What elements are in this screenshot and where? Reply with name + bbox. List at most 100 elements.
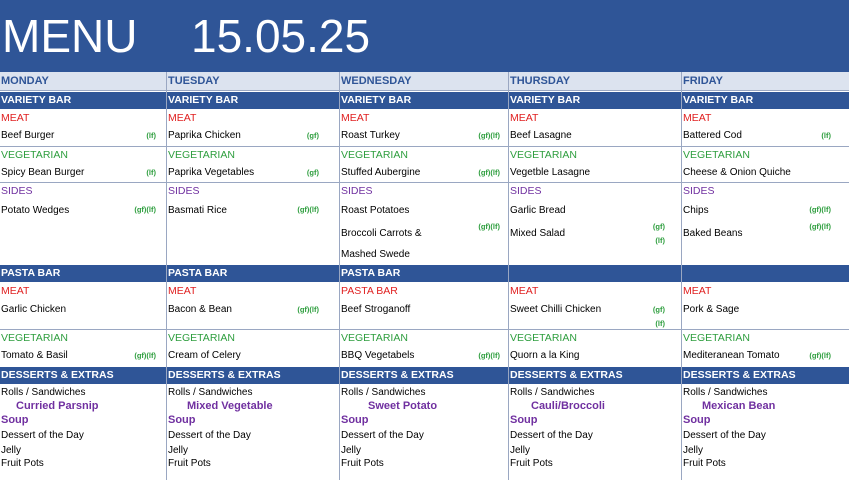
dessert-item: Dessert of the Day — [683, 430, 766, 441]
pasta-meat-item: Sweet Chilli Chicken — [510, 304, 602, 315]
dessert-item: Dessert of the Day — [341, 430, 424, 441]
sides-label: SIDES — [683, 185, 715, 197]
meat-label: MEAT — [683, 112, 712, 124]
divider — [0, 182, 166, 183]
pasta-bar-header: PASTA BAR — [340, 265, 508, 282]
side-item-1-dietary-tag: (gf)(lf) — [809, 205, 831, 214]
pasta-meat-item: Bacon & Bean — [168, 304, 232, 315]
soup-label: Soup — [1, 414, 29, 426]
variety-bar-header: VARIETY BAR — [509, 92, 681, 109]
meat-item: Battered Cod — [683, 130, 742, 141]
fruit-item: Fruit Pots — [683, 458, 726, 469]
desserts-header: DESSERTS & EXTRAS — [167, 367, 339, 384]
pasta-vegetarian-dietary-tag: (gf)(lf) — [134, 351, 156, 360]
dessert-item: Dessert of the Day — [510, 430, 593, 441]
pasta-vegetarian-label: VEGETARIAN — [341, 332, 408, 344]
pasta-meat-label: PASTA BAR — [341, 285, 398, 297]
divider — [509, 146, 681, 147]
menu-grid: MONDAY VARIETY BAR MEAT Beef Burger (lf) VEGE… — [0, 72, 849, 480]
side-item-3: Mashed Swede — [341, 249, 410, 260]
divider — [0, 329, 166, 330]
pasta-vegetarian-item: BBQ Vegetabels — [341, 350, 415, 361]
rolls-item: Rolls / Sandwiches — [683, 387, 768, 398]
meat-label: MEAT — [1, 112, 30, 124]
soup-name: Mexican Bean — [702, 400, 776, 412]
desserts-header: DESSERTS & EXTRAS — [509, 367, 681, 384]
day-column-tuesday: TUESDAY VARIETY BAR MEAT Paprika Chicken (gf… — [167, 72, 339, 480]
pasta-meat-item: Garlic Chicken — [1, 304, 67, 315]
pasta-vegetarian-item: Cream of Celery — [168, 350, 241, 361]
dessert-item: Dessert of the Day — [168, 430, 251, 441]
fruit-item: Fruit Pots — [510, 458, 553, 469]
side-item-1: Chips — [683, 205, 709, 216]
meat-label: MEAT — [510, 112, 539, 124]
fruit-item: Fruit Pots — [341, 458, 384, 469]
jelly-item: Jelly — [510, 445, 531, 456]
divider — [509, 329, 681, 330]
day-column-friday: FRIDAY VARIETY BAR MEAT Battered Cod (lf) VEG… — [682, 72, 849, 480]
side-item-2-dietary-tag: (gf)(lf) — [478, 222, 500, 231]
pasta-meat-label: MEAT — [168, 285, 197, 297]
rolls-item: Rolls / Sandwiches — [168, 387, 253, 398]
vegetarian-dietary-tag: (gf)(lf) — [478, 168, 500, 177]
meat-dietary-tag: (gf) — [306, 131, 319, 140]
sides-label: SIDES — [168, 185, 200, 197]
sides-label: SIDES — [1, 185, 33, 197]
pasta-vegetarian-label: VEGETARIAN — [683, 332, 750, 344]
soup-name: Cauli/Broccoli — [531, 400, 605, 412]
pasta-vegetarian-item: Quorn a la King — [510, 350, 580, 361]
side-item-1-dietary-tag: (gf)(lf) — [134, 205, 156, 214]
divider — [340, 182, 508, 183]
sides-label: SIDES — [341, 185, 373, 197]
meat-label: MEAT — [168, 112, 197, 124]
day-header: TUESDAY — [167, 72, 339, 91]
variety-bar-header: VARIETY BAR — [167, 92, 339, 109]
side-item-2: Baked Beans — [683, 228, 743, 239]
soup-label: Soup — [341, 414, 369, 426]
dessert-item: Dessert of the Day — [1, 430, 84, 441]
side-item-2: Broccoli Carrots & — [341, 228, 422, 239]
side-item-1: Basmati Rice — [168, 205, 227, 216]
fruit-item: Fruit Pots — [1, 458, 44, 469]
pasta-meat-dietary-tag: (gf)(lf) — [297, 305, 319, 314]
day-column-monday: MONDAY VARIETY BAR MEAT Beef Burger (lf) VEGE… — [0, 72, 166, 480]
pasta-meat-label: MEAT — [510, 285, 539, 297]
variety-bar-header: VARIETY BAR — [0, 92, 166, 109]
divider — [167, 329, 339, 330]
jelly-item: Jelly — [1, 445, 22, 456]
vegetarian-item: Spicy Bean Burger — [1, 167, 85, 178]
divider — [682, 146, 849, 147]
vegetarian-label: VEGETARIAN — [510, 149, 577, 161]
pasta-meat-label: MEAT — [1, 285, 30, 297]
soup-name: Curried Parsnip — [16, 400, 99, 412]
desserts-header: DESSERTS & EXTRAS — [340, 367, 508, 384]
day-header: FRIDAY — [682, 72, 849, 91]
vegetarian-item: Cheese & Onion Quiche — [683, 167, 791, 178]
column-divider — [681, 72, 682, 480]
meat-label: MEAT — [341, 112, 370, 124]
divider — [167, 182, 339, 183]
variety-bar-header: VARIETY BAR — [682, 92, 849, 109]
divider — [0, 146, 166, 147]
soup-name: Sweet Potato — [368, 400, 438, 412]
column-divider — [166, 72, 167, 480]
divider — [682, 182, 849, 183]
jelly-item: Jelly — [683, 445, 704, 456]
menu-date: 15.05.25 — [191, 10, 371, 62]
menu-banner: MENU 15.05.25 — [0, 0, 849, 72]
pasta-vegetarian-dietary-tag: (gf)(lf) — [478, 351, 500, 360]
soup-label: Soup — [510, 414, 538, 426]
pasta-vegetarian-item: Tomato & Basil — [1, 350, 68, 361]
meat-item: Beef Burger — [1, 130, 55, 141]
pasta-vegetarian-dietary-tag: (gf)(lf) — [809, 351, 831, 360]
vegetarian-item: Vegetble Lasagne — [510, 167, 591, 178]
pasta-bar-header: PASTA BAR — [0, 265, 166, 282]
pasta-meat-item: Beef Stroganoff — [341, 304, 411, 315]
meat-dietary-tag: (lf) — [146, 131, 156, 140]
fruit-item: Fruit Pots — [168, 458, 211, 469]
divider — [340, 329, 508, 330]
rolls-item: Rolls / Sandwiches — [1, 387, 86, 398]
side-item-1-dietary-tag: (gf)(lf) — [297, 205, 319, 214]
day-header: MONDAY — [0, 72, 166, 91]
menu-title: MENU — [2, 10, 138, 62]
